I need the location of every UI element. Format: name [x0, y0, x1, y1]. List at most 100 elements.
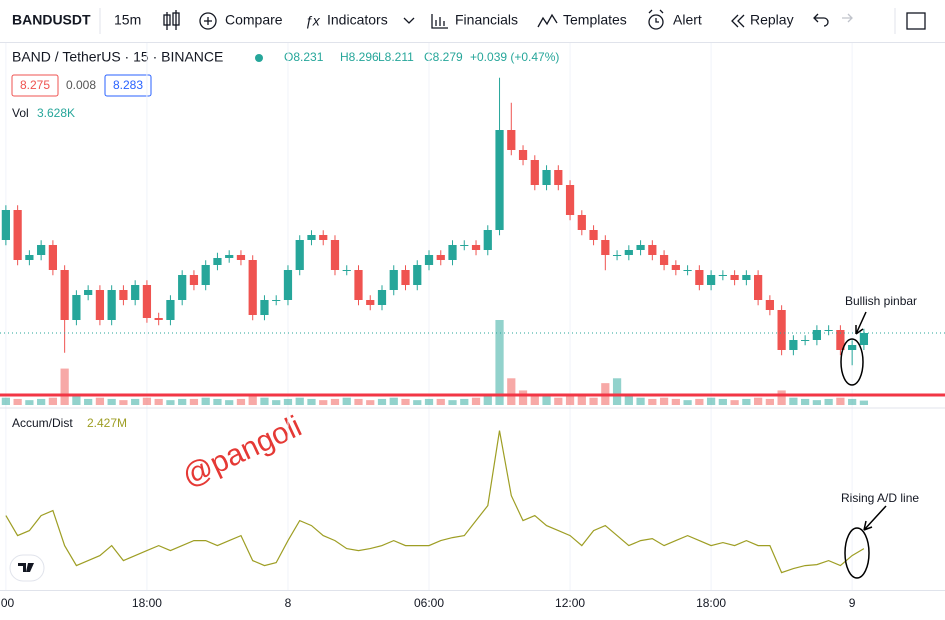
volume-bar — [13, 398, 22, 405]
volume-bar — [84, 398, 93, 405]
volume-bar — [742, 398, 751, 405]
candle-body — [518, 150, 528, 160]
candle-body — [471, 245, 481, 250]
volume-bar — [142, 397, 152, 405]
volume-bar — [413, 400, 422, 405]
candle-body — [307, 235, 316, 240]
candle-body — [836, 330, 845, 350]
volume-bar — [542, 396, 551, 405]
x-tick-label: 06:00 — [414, 596, 444, 610]
volume-bar — [330, 398, 340, 405]
candle-body — [624, 250, 633, 255]
toolbar-button[interactable]: Templates — [563, 12, 627, 28]
candle-body — [671, 265, 680, 270]
candle-body — [225, 255, 234, 258]
volume-bar — [565, 395, 575, 405]
volume-bar — [706, 397, 716, 405]
logo — [9, 554, 45, 582]
candle-body — [401, 270, 410, 285]
toolbar-button[interactable]: Financials — [455, 12, 518, 28]
volume-bar — [836, 397, 845, 405]
candle-body — [424, 255, 434, 265]
volume-bar — [260, 397, 269, 405]
highlight-ellipse — [840, 338, 864, 386]
candle-body — [272, 300, 281, 301]
fx-icon: ƒx — [305, 13, 321, 29]
candle-body — [260, 300, 269, 315]
candle-body — [648, 245, 657, 255]
volume-bar — [236, 398, 246, 405]
x-tick-label: 12:00 — [555, 596, 585, 610]
volume-bar — [377, 398, 387, 405]
volume-bar — [812, 400, 821, 405]
ad-line — [5, 430, 865, 574]
candle-body — [131, 285, 140, 300]
open-value: O8.231 — [284, 50, 324, 64]
candle-body — [95, 290, 105, 320]
volume-bar — [460, 398, 469, 405]
volume-bar — [189, 398, 199, 405]
x-tick-label: 18:00 — [132, 596, 162, 610]
volume-bar — [131, 398, 140, 405]
ad-value: 2.427M — [87, 416, 127, 430]
candle-body — [119, 290, 128, 300]
candle-body — [142, 285, 152, 318]
toolbar-button[interactable]: Alert — [673, 12, 702, 28]
volume-bar — [389, 397, 398, 405]
candle-body — [342, 270, 351, 271]
volume-bar — [48, 397, 58, 405]
candle-body — [84, 290, 93, 295]
candle-body — [507, 130, 516, 150]
candle-body — [413, 265, 422, 285]
toolbar-button[interactable]: Compare — [225, 12, 283, 28]
candle-body — [189, 275, 199, 285]
volume-bar — [695, 398, 704, 405]
volume-bar — [577, 396, 586, 405]
close-value: C8.279 — [424, 50, 463, 64]
candle-body — [319, 235, 328, 240]
volume-bar — [37, 398, 46, 405]
volume-bar — [248, 396, 257, 405]
volume-bar — [659, 397, 669, 405]
candle-body — [13, 210, 22, 260]
toolbar-button[interactable]: Replay — [750, 12, 794, 28]
candle-body — [154, 318, 163, 320]
candle-body — [848, 345, 857, 350]
volume-bar — [295, 397, 304, 405]
candle-body — [37, 245, 46, 255]
candle-body — [60, 270, 69, 320]
volume-bar — [95, 397, 105, 405]
candle-body — [730, 275, 739, 280]
volume-bar — [354, 398, 363, 405]
candle-body — [859, 333, 869, 345]
annotation: Rising A/D line — [841, 491, 919, 505]
candle-body — [765, 300, 774, 310]
candle-body — [554, 170, 563, 185]
interval[interactable]: 15m — [114, 12, 141, 28]
candle-body — [789, 340, 798, 350]
candle-body — [495, 130, 504, 230]
volume-bar — [824, 398, 833, 405]
volume-bar — [612, 378, 622, 405]
toolbar-button[interactable]: Indicators — [327, 12, 388, 28]
x-tick-label: 8 — [285, 596, 292, 610]
candle-body — [706, 275, 716, 285]
volume-bar — [683, 400, 692, 405]
volume-bar — [859, 400, 869, 405]
volume-bar — [495, 320, 504, 405]
volume-bar — [107, 398, 116, 405]
volume-bar — [319, 400, 328, 405]
candle-body — [460, 245, 469, 246]
volume-bar — [754, 397, 763, 405]
series-name: BAND / TetherUS · 15 · BINANCE — [12, 49, 223, 65]
symbol[interactable]: BANDUSDT — [12, 12, 91, 28]
candle-body — [530, 160, 539, 185]
candle-body — [577, 215, 586, 230]
volume-bar — [178, 398, 187, 405]
volume-bar — [636, 397, 645, 405]
logo-mark — [18, 563, 34, 572]
candle-body — [436, 255, 445, 260]
candle-body — [377, 290, 387, 305]
